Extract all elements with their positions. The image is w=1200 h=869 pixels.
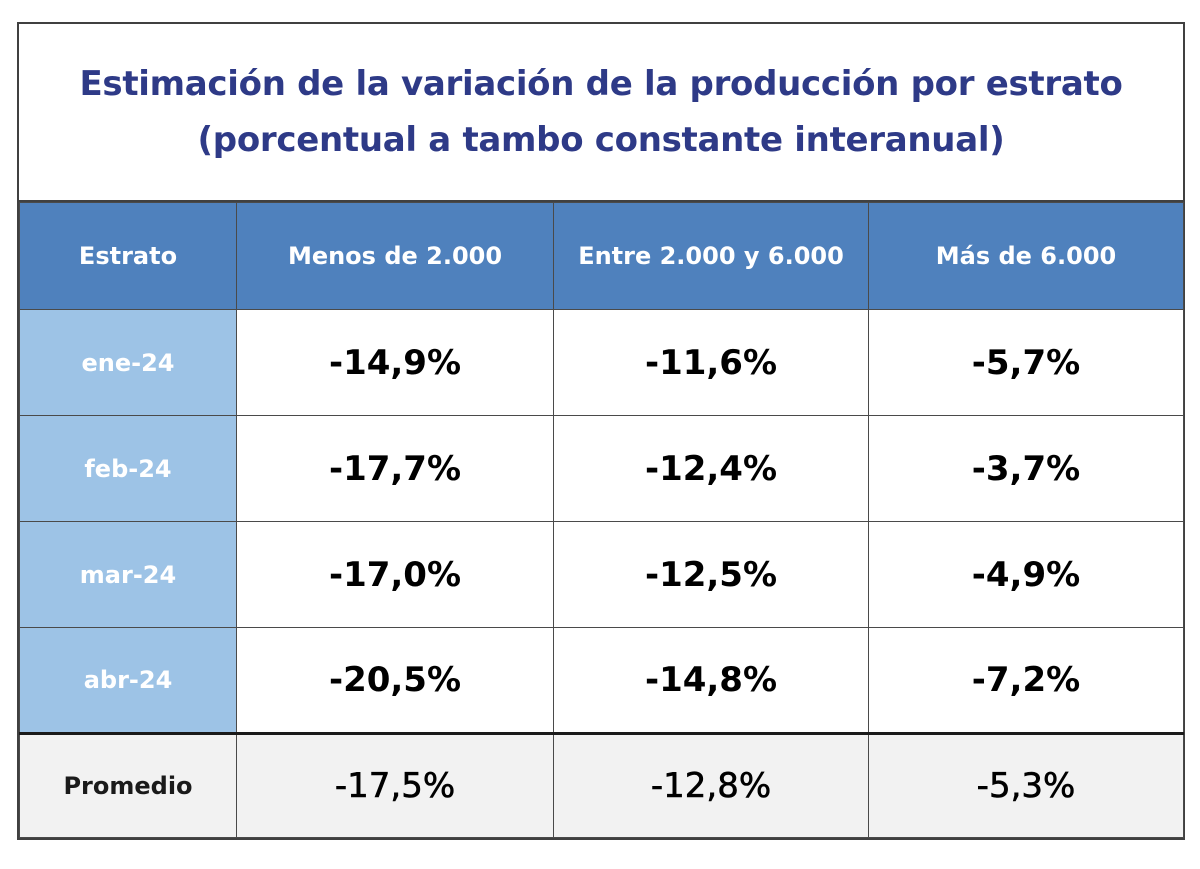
column-header: Estrato — [19, 202, 237, 310]
column-header: Menos de 2.000 — [236, 202, 554, 310]
column-header: Entre 2.000 y 6.000 — [553, 202, 869, 310]
data-cell: -12,4% — [553, 415, 869, 522]
table-row: abr-24 -20,5% -14,8% -7,2% — [19, 627, 1184, 734]
summary-cell: -17,5% — [236, 732, 554, 838]
data-table: Estrato Menos de 2.000 Entre 2.000 y 6.0… — [19, 202, 1184, 838]
data-cell: -17,0% — [236, 521, 554, 628]
data-cell: -14,9% — [236, 309, 554, 416]
title-line-2: (porcentual a tambo constante interanual… — [197, 120, 1005, 160]
summary-row: Promedio -17,5% -12,8% -5,3% — [19, 732, 1184, 838]
data-cell: -7,2% — [868, 627, 1184, 734]
row-label: mar-24 — [19, 521, 237, 628]
title-line-1: Estimación de la variación de la producc… — [79, 64, 1123, 104]
row-label: ene-24 — [19, 309, 237, 416]
column-header: Más de 6.000 — [868, 202, 1184, 310]
summary-label: Promedio — [19, 732, 237, 838]
header-row: Estrato Menos de 2.000 Entre 2.000 y 6.0… — [19, 202, 1184, 310]
data-cell: -5,7% — [868, 309, 1184, 416]
summary-cell: -5,3% — [868, 732, 1184, 838]
table-row: ene-24 -14,9% -11,6% -5,7% — [19, 309, 1184, 416]
row-label: abr-24 — [19, 627, 237, 734]
table-frame: Estimación de la variación de la producc… — [17, 22, 1185, 840]
data-cell: -14,8% — [553, 627, 869, 734]
data-cell: -20,5% — [236, 627, 554, 734]
data-cell: -3,7% — [868, 415, 1184, 522]
data-cell: -17,7% — [236, 415, 554, 522]
table-row: feb-24 -17,7% -12,4% -3,7% — [19, 415, 1184, 522]
row-label: feb-24 — [19, 415, 237, 522]
summary-cell: -12,8% — [553, 732, 869, 838]
data-cell: -12,5% — [553, 521, 869, 628]
data-cell: -4,9% — [868, 521, 1184, 628]
table-title: Estimación de la variación de la producc… — [19, 24, 1183, 202]
data-cell: -11,6% — [553, 309, 869, 416]
table-row: mar-24 -17,0% -12,5% -4,9% — [19, 521, 1184, 628]
